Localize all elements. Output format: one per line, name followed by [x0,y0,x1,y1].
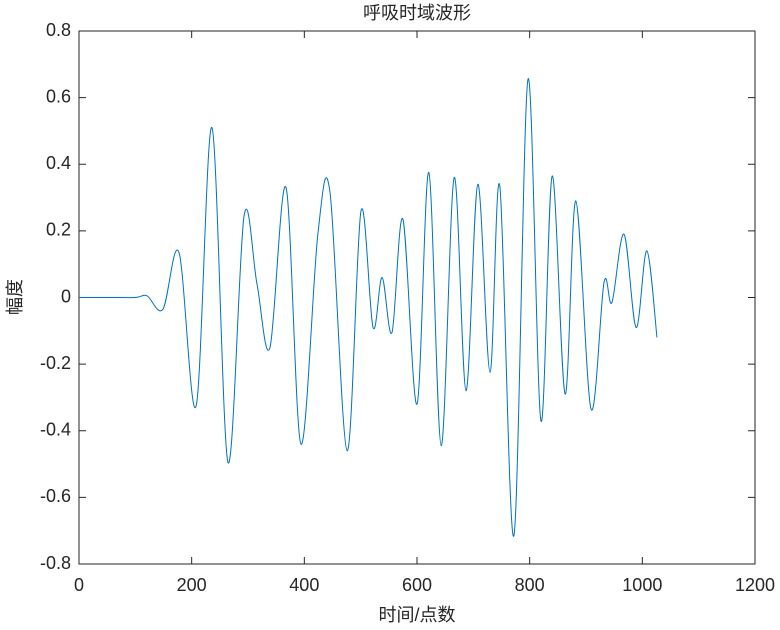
y-tick-label: 0.6 [46,86,71,106]
y-tick-label: 0 [61,286,71,306]
x-tick-label: 200 [177,575,207,595]
y-tick-label: -0.4 [40,420,71,440]
x-tick-label: 600 [402,575,432,595]
x-axis-title: 时间/点数 [378,605,455,625]
y-tick-label: 0.2 [46,220,71,240]
x-tick-label: 800 [515,575,545,595]
x-tick-label: 1200 [735,575,775,595]
x-tick-label: 0 [74,575,84,595]
y-tick-label: -0.6 [40,486,71,506]
y-tick-label: 0.8 [46,20,71,40]
x-tick-label: 1000 [622,575,662,595]
y-tick-label: -0.8 [40,553,71,573]
x-tick-label: 400 [289,575,319,595]
y-axis-title: 幅度 [5,279,25,315]
y-tick-label: -0.2 [40,353,71,373]
y-tick-label: 0.4 [46,153,71,173]
plot-area [78,30,756,565]
line-series [79,78,658,537]
chart-title: 呼吸时域波形 [363,3,471,23]
